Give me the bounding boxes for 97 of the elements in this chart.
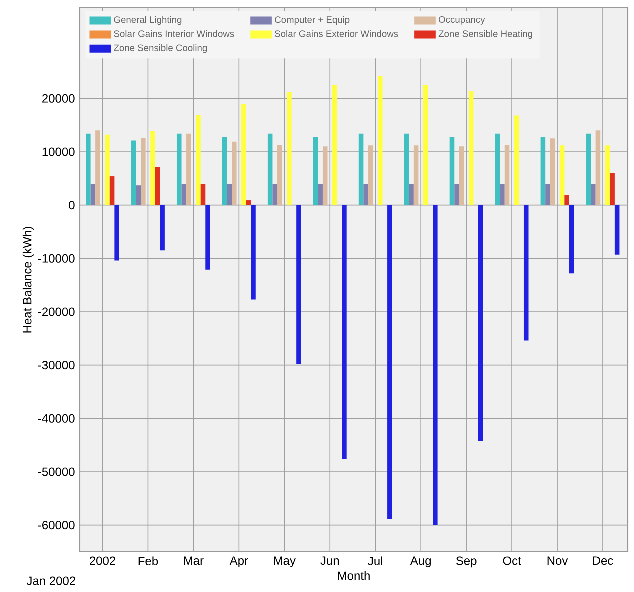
- bar: [459, 146, 464, 206]
- y-tick-label: -20000: [38, 308, 75, 316]
- bar: [114, 205, 120, 261]
- bar: [550, 138, 556, 206]
- bar: [478, 205, 484, 442]
- bar: [322, 146, 328, 206]
- bar: [141, 138, 146, 206]
- bar: [251, 205, 256, 300]
- bar: [232, 142, 237, 206]
- text: Jan 2002: [26, 576, 76, 586]
- bar: [287, 92, 292, 206]
- legend-label: Solar Gains Interior Windows: [114, 30, 234, 38]
- x-tick-label: Jun: [320, 556, 340, 566]
- bar: [546, 184, 550, 206]
- bar: [132, 140, 136, 206]
- bar: [342, 205, 347, 460]
- x-tick-label: Sep: [456, 556, 477, 568]
- bar: [404, 134, 410, 206]
- bar: [495, 134, 500, 206]
- x-tick-label: Jul: [368, 556, 382, 566]
- bar: [246, 200, 252, 206]
- bar: [605, 146, 610, 206]
- bar: [86, 134, 91, 206]
- bar: [423, 85, 428, 206]
- x-tick-label: May: [274, 556, 296, 568]
- y-tick-label: -10000: [38, 254, 75, 263]
- bar: [514, 116, 520, 206]
- y-tick-label: -30000: [38, 361, 75, 370]
- x-tick-label: Mar: [184, 556, 204, 566]
- bar: [368, 146, 374, 206]
- bar: [560, 146, 565, 206]
- bar: [186, 134, 192, 206]
- bar: [196, 115, 201, 206]
- y-tick-label: -50000: [38, 468, 75, 476]
- bar: [500, 184, 505, 206]
- bar: [591, 184, 596, 206]
- x-tick-label: Dec: [593, 556, 614, 566]
- bar: [206, 205, 210, 270]
- bar: [358, 134, 364, 206]
- bar: [524, 205, 529, 341]
- bar: [105, 134, 110, 206]
- bar: [468, 91, 474, 206]
- bar: [296, 205, 302, 364]
- legend-label: Solar Gains Exterior Windows: [275, 30, 398, 38]
- bar: [277, 145, 282, 206]
- bar: [540, 137, 546, 206]
- bar: [564, 195, 570, 206]
- y-tick-label: -60000: [38, 521, 75, 530]
- bar: [222, 137, 228, 206]
- bar: [176, 134, 182, 206]
- bar: [160, 205, 165, 251]
- bar: [272, 184, 278, 206]
- x-tick-label: Aug: [410, 556, 431, 568]
- legend-label: Occupancy: [439, 16, 486, 25]
- bar: [182, 184, 187, 206]
- bar: [614, 205, 620, 255]
- bar: [242, 104, 246, 206]
- bar: [409, 184, 414, 206]
- x-axis-title: Month: [338, 571, 370, 580]
- bar: [433, 205, 438, 526]
- bar: [569, 205, 574, 274]
- y-axis-title: Heat Balance (kWh): [22, 227, 34, 333]
- x-tick-label: Apr: [230, 556, 248, 568]
- x-tick-label: Feb: [138, 556, 158, 566]
- bar: [318, 184, 323, 206]
- bar: [90, 184, 96, 206]
- y-tick-label: -40000: [38, 414, 75, 423]
- bar: [454, 184, 460, 206]
- bar: [586, 134, 592, 206]
- bar: [504, 145, 510, 206]
- x-tick-label: Nov: [548, 556, 568, 566]
- bar: [227, 184, 232, 206]
- x-tick-label: 2002: [90, 556, 116, 566]
- bar: [136, 186, 142, 206]
- bar: [364, 184, 368, 206]
- bar: [610, 173, 615, 206]
- legend-label: Zone Sensible Cooling: [114, 44, 208, 54]
- bar: [414, 146, 419, 206]
- bar: [155, 167, 160, 206]
- legend-label: Computer + Equip: [275, 16, 350, 26]
- bar: [596, 130, 601, 206]
- bar: [450, 137, 455, 206]
- bar: [313, 137, 318, 206]
- bar: [268, 134, 273, 206]
- bar: [332, 85, 338, 206]
- y-tick-label: 10000: [42, 148, 75, 156]
- legend-label: Zone Sensible Heating: [438, 30, 532, 40]
- y-tick-label: 0: [69, 201, 75, 210]
- bar: [110, 176, 115, 206]
- y-tick-label: 20000: [42, 94, 75, 103]
- x-tick-label: Oct: [503, 556, 522, 566]
- bar: [378, 76, 383, 206]
- bar: [96, 130, 100, 206]
- bar: [150, 131, 156, 206]
- bar: [200, 184, 206, 206]
- legend-label: General Lighting: [114, 16, 182, 26]
- bar: [388, 205, 392, 520]
